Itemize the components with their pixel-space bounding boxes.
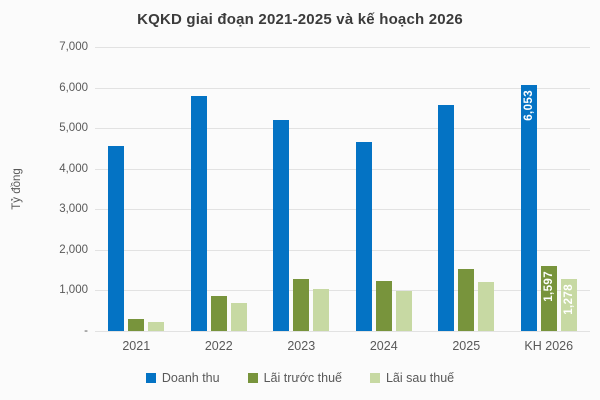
bar-lai-truoc-thue [458, 269, 475, 331]
bar-doanh-thu [108, 146, 125, 331]
y-axis-tick: 1,000 [59, 284, 88, 297]
x-axis-label-2025: 2025 [452, 339, 481, 353]
x-axis-label-kh-2026: KH 2026 [524, 339, 574, 353]
bar-group-2024 [343, 47, 426, 331]
legend-swatch-doanh-thu [145, 373, 156, 383]
bar-lai-sau-thue: 1,278 [560, 279, 577, 331]
bar-lai-truoc-thue [375, 280, 392, 331]
legend-label: Lãi trước thuế [263, 371, 342, 385]
bar-lai-truoc-thue [128, 319, 145, 331]
gridline [95, 290, 590, 292]
bar-lai-sau-thue [395, 290, 412, 331]
y-axis-title: Tỷ đồng [8, 47, 26, 331]
y-axis-title-text: Tỷ đồng [11, 168, 23, 210]
bar-group-2023 [260, 47, 343, 331]
bar-doanh-thu [438, 104, 455, 331]
gridline [95, 168, 590, 170]
gridline [95, 47, 590, 48]
bar-value-label: 6,053 [522, 90, 535, 122]
bar-group-2022 [178, 47, 261, 331]
plot-area: 6,053 1,597 1,278 [95, 47, 590, 332]
legend-label: Doanh thu [161, 371, 220, 385]
bar-lai-truoc-thue [210, 296, 227, 331]
gridline [95, 209, 590, 211]
bar-lai-truoc-thue: 1,597 [540, 266, 557, 331]
x-axis-label-2021: 2021 [122, 339, 151, 353]
x-axis-label-2022: 2022 [204, 339, 233, 353]
y-axis-tick: 4,000 [59, 162, 88, 175]
bar-lai-truoc-thue [293, 278, 310, 331]
gridline [95, 87, 590, 89]
bar-group-2021 [95, 47, 178, 331]
legend-swatch-lai-sau-thue [369, 373, 380, 383]
y-axis-tick: 5,000 [59, 122, 88, 135]
x-axis-label-2023: 2023 [287, 339, 316, 353]
bar-value-label: 1,278 [562, 284, 575, 315]
bar-groups: 6,053 1,597 1,278 [95, 47, 590, 331]
bar-doanh-thu [190, 95, 207, 331]
legend-swatch-lai-truoc-thue [247, 373, 258, 383]
bar-group-kh-2026: 6,053 1,597 1,278 [508, 47, 591, 331]
x-axis: 2021 2022 2023 2024 2025 KH 2026 [95, 339, 590, 353]
y-axis-tick: - [84, 325, 88, 337]
gridline [95, 128, 590, 130]
bar-value-label: 1,597 [542, 271, 555, 302]
legend-item-doanh-thu: Doanh thu [145, 371, 220, 385]
bar-doanh-thu [355, 142, 372, 331]
bar-lai-sau-thue [478, 281, 495, 331]
y-axis-tick: 3,000 [59, 203, 88, 216]
legend-item-lai-sau-thue: Lãi sau thuế [369, 371, 455, 385]
legend: Doanh thu Lãi trước thuế Lãi sau thuế [0, 371, 600, 385]
y-axis: 7,000 6,000 5,000 4,000 3,000 2,000 1,000 - [36, 41, 88, 337]
y-axis-tick: 2,000 [59, 243, 88, 256]
y-axis-tick: 7,000 [59, 41, 88, 53]
bar-lai-sau-thue [148, 322, 165, 331]
x-axis-label-2024: 2024 [369, 339, 398, 353]
bar-group-2025 [425, 47, 508, 331]
gridline [95, 249, 590, 251]
gridline [95, 331, 590, 332]
bar-doanh-thu: 6,053 [520, 85, 537, 331]
bar-lai-sau-thue [230, 303, 247, 331]
chart-title: KQKD giai đoạn 2021-2025 và kế hoạch 202… [137, 11, 463, 28]
bar-lai-sau-thue [313, 288, 330, 331]
legend-label: Lãi sau thuế [385, 371, 455, 385]
y-axis-tick: 6,000 [59, 81, 88, 94]
legend-item-lai-truoc-thue: Lãi trước thuế [247, 371, 342, 385]
bar-doanh-thu [273, 120, 290, 331]
